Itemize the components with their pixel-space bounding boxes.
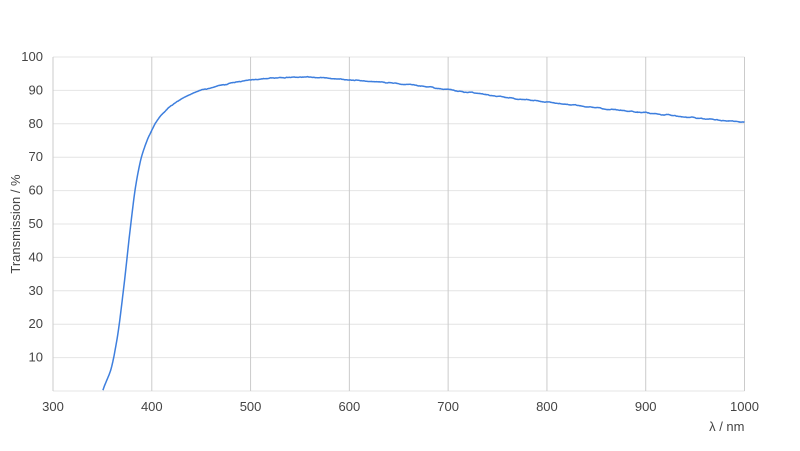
svg-text:λ / nm: λ / nm [709,419,744,434]
svg-text:20: 20 [29,316,43,331]
svg-text:100: 100 [21,49,43,64]
svg-text:900: 900 [635,399,657,414]
svg-text:60: 60 [29,183,43,198]
svg-text:70: 70 [29,149,43,164]
svg-text:800: 800 [536,399,558,414]
svg-text:1000: 1000 [730,399,759,414]
svg-text:80: 80 [29,116,43,131]
svg-text:10: 10 [29,350,43,365]
svg-text:Transmission / %: Transmission / % [8,174,23,274]
svg-text:40: 40 [29,249,43,264]
svg-text:90: 90 [29,82,43,97]
svg-text:400: 400 [141,399,163,414]
svg-text:30: 30 [29,283,43,298]
svg-text:50: 50 [29,216,43,231]
svg-text:700: 700 [437,399,459,414]
svg-text:300: 300 [42,399,64,414]
svg-text:500: 500 [240,399,262,414]
svg-text:600: 600 [339,399,361,414]
